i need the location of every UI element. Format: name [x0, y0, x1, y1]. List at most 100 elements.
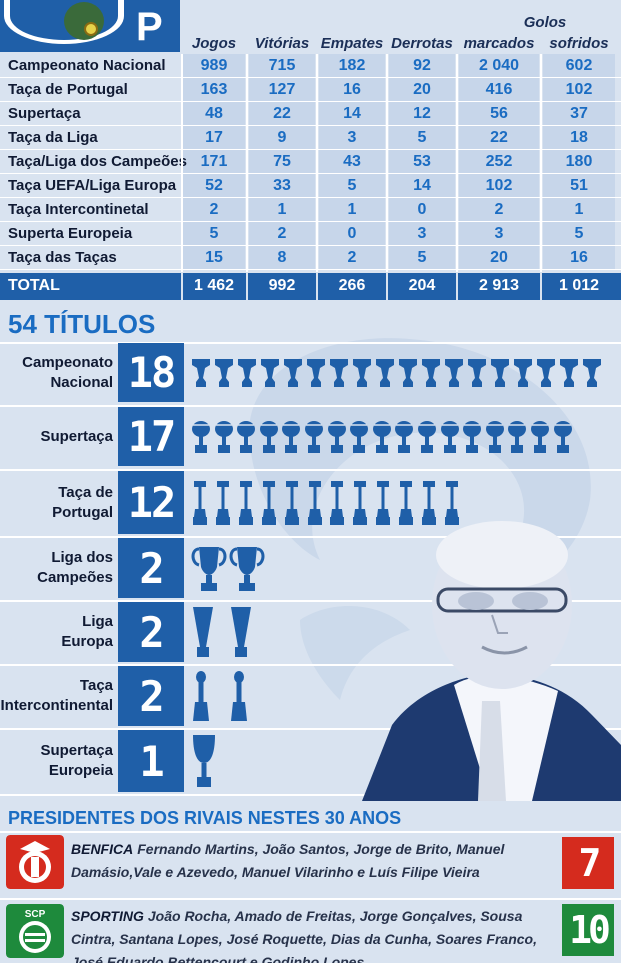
table-row: Taça da Liga 17 9 3 5 22 18: [0, 126, 621, 150]
row-label: Taça de Portugal: [8, 81, 128, 98]
title-label: Supertaça Europeia: [0, 741, 113, 781]
supercup-trophy-icon: [394, 419, 414, 460]
intercontinental-trophy-icon: [229, 669, 249, 728]
col-goals-conceded: sofridos: [549, 35, 609, 52]
cell-goals-conceded: 180: [565, 153, 593, 170]
title-label-line: Nacional: [50, 373, 113, 391]
title-label-line: Portugal: [52, 503, 113, 521]
benfica-crest-icon: [6, 835, 64, 889]
rival-presidents: Fernando Martins, João Santos, Jorge de …: [71, 841, 505, 880]
cup-trophy-icon: [237, 356, 257, 395]
tall-cup-trophy-icon: [443, 479, 461, 532]
cell-losses: 14: [413, 177, 431, 194]
cup-trophy-icon: [467, 356, 487, 395]
supercup-trophy-icon: [236, 419, 256, 460]
title-count: 2: [118, 602, 184, 662]
cell-games: 5: [209, 225, 219, 242]
cup-trophy-icon: [421, 356, 441, 395]
supercup-trophy-icon: [349, 419, 369, 460]
supercup-trophy-icon: [304, 419, 324, 460]
cell-goals-conceded: 18: [570, 129, 588, 146]
total-wins: 992: [268, 277, 296, 294]
tall-cup-trophy-icon: [306, 479, 324, 532]
cup-trophy-icon: [329, 356, 349, 395]
big-ears-trophy-icon: [191, 543, 227, 598]
sporting-crest-text: SCP: [25, 909, 46, 920]
big-ears-trophy-icon: [229, 543, 265, 598]
tall-cup-trophy-icon: [214, 479, 232, 532]
table-row: Superta Europeia 5 2 0 3 3 5: [0, 222, 621, 246]
cell-goals-scored: 22: [490, 129, 508, 146]
row-label: Taça/Liga dos Campeões: [8, 153, 187, 170]
cell-goals-scored: 102: [485, 177, 513, 194]
cell-draws: 0: [347, 225, 357, 242]
total-goals-conceded: 1 012: [558, 277, 600, 294]
title-label-line: Taça: [79, 677, 113, 694]
supercup-europe-trophy-icon: [191, 733, 217, 794]
total-goals-scored: 2 913: [478, 277, 520, 294]
cell-losses: 92: [413, 57, 431, 74]
col-wins: Vitórias: [254, 35, 310, 52]
table-row: Taça Intercontinetal 2 1 1 0 2 1: [0, 198, 621, 222]
cell-goals-scored: 252: [485, 153, 513, 170]
cell-games: 52: [205, 177, 223, 194]
title-label: Taça de Portugal: [0, 483, 113, 523]
supercup-trophy-icon: [372, 419, 392, 460]
sporting-crest-icon: SCP: [6, 904, 64, 958]
total-row: TOTAL 1 462 992 266 204 2 913 1 012: [0, 273, 621, 300]
cup-trophy-icon: [444, 356, 464, 395]
cup-trophy-icon: [306, 356, 326, 395]
cell-games: 989: [200, 57, 228, 74]
supercup-trophy-icon: [485, 419, 505, 460]
cell-goals-conceded: 602: [565, 57, 593, 74]
title-label-line: Taça de: [58, 483, 113, 501]
cell-losses: 5: [417, 249, 427, 266]
rival-row-sporting: SCP SPORTING João Rocha, Amado de Freitas…: [0, 902, 621, 963]
cell-goals-conceded: 37: [570, 105, 588, 122]
title-label: Taça Intercontinental: [0, 676, 113, 716]
cell-draws: 14: [343, 105, 361, 122]
title-label-line: Liga dos: [51, 549, 113, 566]
cup-trophy-icon: [375, 356, 395, 395]
supercup-trophy-icon: [191, 419, 211, 460]
cell-draws: 1: [347, 201, 357, 218]
titles-heading: 54 TÍTULOS: [8, 309, 156, 339]
cell-goals-scored: 2: [494, 201, 504, 218]
tall-cup-trophy-icon: [260, 479, 278, 532]
cell-draws: 43: [343, 153, 361, 170]
rival-count: 10: [562, 904, 614, 956]
cell-draws: 16: [343, 81, 361, 98]
cup-trophy-icon: [283, 356, 303, 395]
title-label-line: Supertaça: [40, 742, 113, 759]
title-label: Liga Europa: [0, 612, 113, 652]
newspaper-logo: P: [0, 0, 180, 52]
cup-trophy-icon: [536, 356, 556, 395]
cell-draws: 3: [347, 129, 357, 146]
supercup-trophy-icon: [507, 419, 527, 460]
intercontinental-trophy-icon: [191, 669, 211, 728]
title-count: 17: [118, 407, 184, 466]
table-row: Taça de Portugal 163 127 16 20 416 102: [0, 78, 621, 102]
rivals-heading: PRESIDENTES DOS RIVAIS NESTES 30 ANOS: [8, 808, 402, 828]
cell-draws: 182: [338, 57, 366, 74]
row-label: Taça UEFA/Liga Europa: [8, 177, 177, 194]
cell-wins: 1: [277, 201, 287, 218]
title-count: 12: [118, 471, 184, 534]
cell-games: 15: [205, 249, 223, 266]
cell-wins: 75: [273, 153, 291, 170]
row-label: Campeonato Nacional: [8, 57, 166, 74]
cell-losses: 0: [417, 201, 427, 218]
cell-goals-scored: 56: [490, 105, 508, 122]
cell-goals-scored: 416: [485, 81, 513, 98]
cell-goals-scored: 2 040: [478, 57, 520, 74]
cell-games: 17: [205, 129, 223, 146]
cell-losses: 20: [413, 81, 431, 98]
row-label: Supertaça: [8, 105, 81, 122]
row-label: Taça das Taças: [8, 249, 117, 266]
row-label: Superta Europeia: [8, 225, 133, 242]
tall-cup-trophy-icon: [191, 479, 209, 532]
rival-count: 7: [562, 837, 614, 889]
col-draws: Empates: [320, 35, 384, 52]
cell-draws: 2: [347, 249, 357, 266]
cell-draws: 5: [347, 177, 357, 194]
